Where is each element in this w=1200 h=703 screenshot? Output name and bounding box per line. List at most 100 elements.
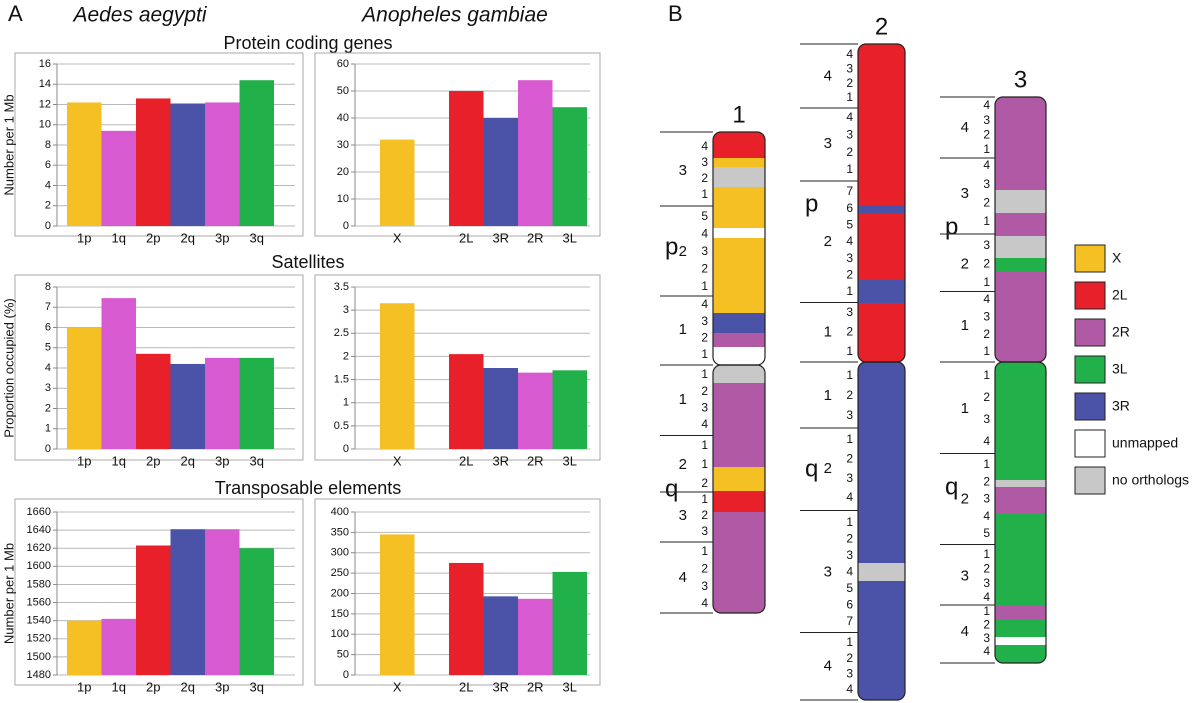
bar [380,303,415,449]
region-label: 4 [961,119,969,136]
y-tick-label: 300 [331,547,349,559]
y-tick-label: 20 [337,166,349,178]
band-label: 2 [983,618,990,632]
y-tick-label: 1540 [27,615,51,627]
legend-swatch [1074,392,1106,421]
bar [170,529,205,675]
bar [239,357,274,449]
band-label: 3 [701,155,708,169]
band-label: 6 [846,598,853,612]
arm-label: p [945,213,958,240]
chromosome-body [858,44,905,700]
x-tick-label: 2L [459,679,473,694]
band-label: 3 [846,667,853,681]
band-label: 4 [846,110,853,124]
band-label: 3 [983,576,990,590]
chart-frame [314,498,601,686]
y-tick-label: 2 [45,402,51,414]
chromosome-body [995,97,1046,663]
bar [483,368,518,449]
chromosome-segment [713,365,765,383]
y-tick-label: 2 [343,350,349,362]
y-tick-label: 1520 [27,633,51,645]
band-label: 1 [983,142,990,156]
x-tick-label: 1q [112,453,126,468]
y-tick-label: 8 [45,139,51,151]
band-label: 2 [983,390,990,404]
band-label: 2 [846,76,853,90]
bar [380,139,415,226]
band-label: 4 [983,590,990,604]
chromosome-segment [995,272,1046,362]
band-label: 1 [701,347,708,361]
y-tick-label: 0 [343,220,349,232]
x-tick-label: 2p [146,679,160,694]
chromosome-name: 3 [1014,66,1027,93]
band-label: 1 [846,90,853,104]
y-tick-label: 350 [331,526,349,538]
band-label: 1 [983,604,990,618]
y-tick-label: 4 [45,179,51,191]
bar [67,620,102,675]
y-tick-label: 400 [331,506,349,518]
chromosome-segment [995,637,1046,645]
x-tick-label: 2L [459,230,473,245]
chromosome-arm-outline [712,364,766,614]
y-tick-label: 16 [39,58,51,70]
band-label: 2 [983,196,990,210]
band-label: 1 [846,162,853,176]
chromosome-segment [713,187,765,228]
band-label: 1 [701,367,708,381]
bar [205,529,240,675]
x-tick-label: 2q [181,679,195,694]
band-label: 1 [983,457,990,471]
bar [552,107,587,226]
legend-label: X [1112,250,1122,266]
band-label: 3 [983,310,990,324]
y-tick-label: 100 [331,628,349,640]
band-label: 2 [983,562,990,576]
region-label: 2 [824,460,832,477]
bar [449,354,484,449]
chromosome-segment [995,190,1046,213]
chromosome-segment [713,347,765,365]
band-label: 2 [846,452,853,466]
chromosome-arm-outline [994,361,1047,664]
y-tick-label: 0.5 [334,420,349,432]
region-label: 3 [824,563,832,580]
region-label: 2 [961,490,969,507]
band-label: 5 [983,526,990,540]
region-label: 4 [679,569,687,586]
band-label: 4 [846,565,853,579]
chromosome-segment [995,480,1046,487]
band-label: 1 [846,515,853,529]
band-label: 1 [983,344,990,358]
band-label: 2 [983,474,990,488]
band-label: 5 [701,209,708,223]
y-tick-label: 60 [337,58,349,70]
y-tick-label: 12 [39,98,51,110]
x-tick-label: 3R [492,230,509,245]
bar [449,91,484,226]
x-tick-label: 3q [250,230,264,245]
region-label: 4 [961,623,969,640]
x-tick-label: X [393,230,402,245]
band-label: 1 [701,279,708,293]
band-label: 1 [701,438,708,452]
chromosome-segment [858,213,905,280]
y-axis-label: Number per 1 Mb [1,94,16,195]
y-tick-label: 0 [343,443,349,455]
band-label: 2 [701,508,708,522]
y-tick-label: 1 [343,397,349,409]
y-tick-label: 2.5 [334,327,349,339]
y-tick-label: 3 [45,382,51,394]
band-label: 3 [701,244,708,258]
band-label: 3 [983,113,990,127]
x-tick-label: X [393,453,402,468]
band-label: 3 [701,579,708,593]
x-tick-label: 3p [215,679,229,694]
region-label: 1 [824,387,832,404]
chromosome-segment [858,44,905,205]
chromosome-name: 1 [732,101,745,128]
band-label: 4 [983,509,990,523]
